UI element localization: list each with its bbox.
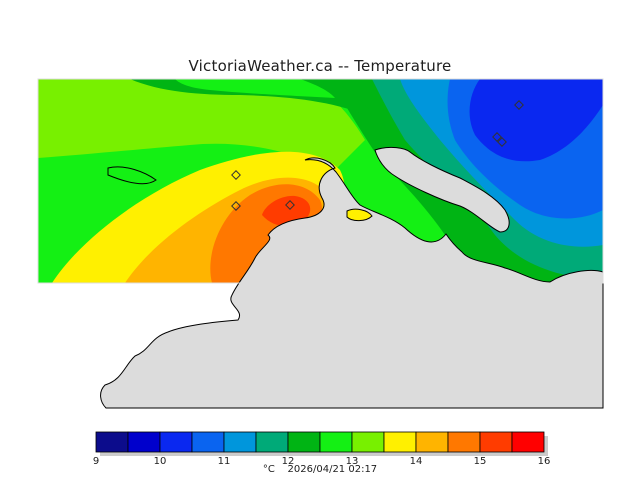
contour-10-5 — [469, 79, 603, 162]
legend-swatch — [287, 431, 321, 453]
station-marker — [231, 201, 241, 211]
legend-tick-label: 14 — [410, 456, 423, 467]
legend-swatch — [191, 431, 225, 453]
map-title: VictoriaWeather.ca -- Temperature — [188, 57, 452, 75]
contour-13-strip — [175, 79, 335, 98]
legend-swatch — [511, 431, 545, 453]
legend-tick-label: 13 — [346, 456, 359, 467]
station-marker — [492, 132, 502, 142]
small-island — [346, 208, 373, 222]
legend-tick-label: 12 — [282, 456, 295, 467]
legend-tick-label: 15 — [474, 456, 487, 467]
legend-unit: °C — [262, 464, 275, 475]
station-marker — [231, 170, 241, 180]
legend-caption: °C 2026/04/21 02:17 — [0, 464, 640, 475]
legend-swatch — [383, 431, 417, 453]
legend-swatch — [479, 431, 513, 453]
legend-swatch — [255, 431, 289, 453]
legend-swatch — [95, 431, 129, 453]
legend-colorbar — [95, 431, 548, 456]
legend-swatch — [159, 431, 193, 453]
legend-timestamp: 2026/04/21 02:17 — [287, 464, 378, 475]
station-markers — [231, 100, 524, 211]
legend-tick-label: 11 — [218, 456, 231, 467]
legend-tick-label: 16 — [538, 456, 551, 467]
station-marker — [285, 200, 295, 210]
legend-swatch — [223, 431, 257, 453]
legend-tick-label: 9 — [93, 456, 99, 467]
contour-13-5 — [38, 79, 365, 175]
station-marker — [514, 100, 524, 110]
contour-15-5 — [262, 195, 311, 227]
station-marker — [497, 137, 507, 147]
legend-swatch — [415, 431, 449, 453]
coast-outline — [107, 166, 157, 185]
legend-swatch — [127, 431, 161, 453]
legend-tick-labels: 9 10 11 12 13 14 15 16 — [93, 456, 551, 467]
legend-swatch — [447, 431, 481, 453]
plot-frame — [37, 78, 604, 284]
legend-swatch — [351, 431, 385, 453]
legend-tick-label: 10 — [154, 456, 167, 467]
island — [374, 146, 510, 233]
legend-swatch — [319, 431, 353, 453]
